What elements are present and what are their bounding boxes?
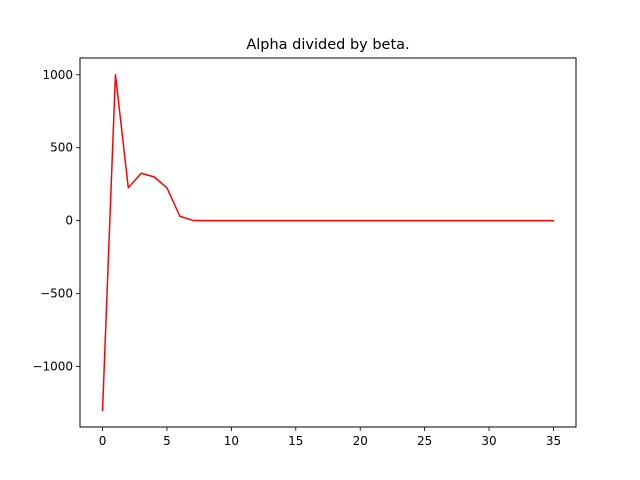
plot-frame <box>79 57 577 428</box>
chart-title: Alpha divided by beta. <box>246 37 409 53</box>
y-tick-label: −500 <box>40 287 73 301</box>
x-tick-label: 0 <box>99 434 107 448</box>
x-tick-label: 25 <box>417 434 432 448</box>
x-tick-label: 20 <box>353 434 368 448</box>
x-tick-label: 15 <box>288 434 303 448</box>
x-axis: 0 5 10 15 20 25 30 35 <box>99 427 561 448</box>
y-tick-label: 500 <box>50 141 73 155</box>
x-tick-label: 35 <box>546 434 561 448</box>
y-tick-label: 1000 <box>42 68 73 82</box>
x-tick-label: 5 <box>163 434 171 448</box>
y-tick-label: −1000 <box>32 359 73 373</box>
x-tick-label: 30 <box>481 434 496 448</box>
series-line-0 <box>101 74 555 412</box>
y-axis: −1000 −500 0 500 1000 <box>32 68 80 373</box>
y-tick-label: 0 <box>65 214 73 228</box>
x-tick-label: 10 <box>224 434 239 448</box>
series-layer <box>101 74 555 412</box>
